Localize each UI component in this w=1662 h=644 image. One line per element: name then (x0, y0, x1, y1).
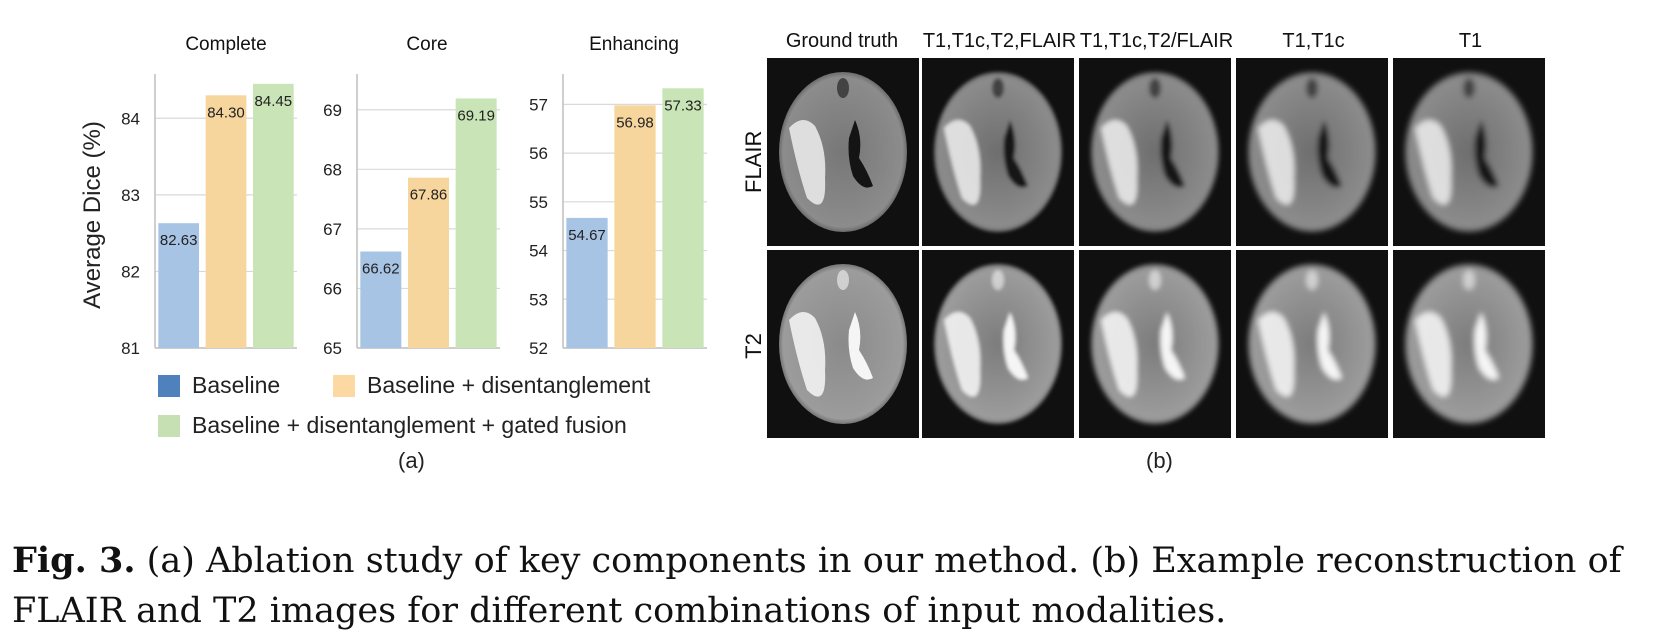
figure-caption: Fig. 3. (a) Ablation study of key compon… (12, 536, 1652, 636)
row-header-flair: FLAIR (741, 130, 766, 193)
enhancing-bar-value-label: 54.67 (568, 227, 606, 244)
enhancing-ytick-label: 57 (529, 95, 548, 114)
complete-bar-value-label: 82.63 (160, 232, 198, 249)
caption-text: (a) Ablation study of key components in … (12, 541, 1622, 631)
complete-bar-0 (158, 223, 200, 348)
legend-label-disentanglement: Baseline + disentanglement (367, 372, 651, 398)
legend-item-disentanglement: Baseline + disentanglement (333, 372, 650, 399)
complete-chart-title: Complete (185, 34, 266, 55)
core-bar-value-label: 66.62 (362, 261, 400, 278)
tile-t2-t1-t1c-t2-flair (922, 250, 1074, 438)
y-axis-label: Average Dice (%) (79, 121, 106, 309)
chart-legend: Baseline Baseline + disentanglement Base… (0, 0, 760, 480)
enhancing-bar-1 (614, 105, 656, 348)
legend-swatch-baseline (158, 374, 180, 397)
enhancing-ytick-label: 56 (529, 144, 548, 163)
panel-label-a: (a) (398, 448, 425, 473)
column-header-t1-t1c: T1,T1c (1282, 30, 1345, 52)
column-header-ground-truth: Ground truth (785, 30, 899, 52)
core-ytick-label: 67 (323, 220, 342, 239)
complete-bar-value-label: 84.45 (255, 93, 293, 110)
enhancing-bar-value-label: 56.98 (616, 114, 654, 131)
enhancing-ytick-label: 55 (529, 193, 548, 212)
tile-flair-t1 (1393, 58, 1545, 246)
tile-flair-ground-truth (767, 58, 919, 246)
ablation-bar-charts: 81 82 83 84 82.63 84.30 84.45 Complete Average D… (79, 34, 707, 358)
core-ytick-label: 68 (323, 160, 342, 179)
legend-swatch-disentanglement (333, 374, 355, 397)
core-chart-title: Core (406, 34, 447, 55)
core-bar-1 (408, 177, 449, 348)
enhancing-ytick-label: 54 (529, 242, 548, 261)
complete-bar-value-label: 84.30 (207, 104, 245, 121)
complete-ytick-label: 81 (121, 339, 140, 358)
core-bar-value-label: 69.19 (457, 107, 495, 124)
tile-t2-ground-truth (767, 250, 919, 438)
column-header-all-modalities: T1,T1c,T2,FLAIR (922, 30, 1077, 52)
enhancing-bar-2 (662, 88, 704, 349)
core-ytick-label: 69 (323, 101, 342, 120)
enhancing-ytick-label: 52 (529, 339, 548, 358)
legend-item-gated-fusion: Baseline + disentanglement + gated fusio… (158, 412, 627, 439)
core-bar-2 (455, 98, 497, 348)
core-ytick-label: 66 (323, 279, 342, 298)
enhancing-bar-0 (566, 217, 608, 348)
tile-t2-t1-t1c-t2-flair (1079, 250, 1231, 438)
legend-label-gated-fusion: Baseline + disentanglement + gated fusio… (192, 412, 627, 438)
tile-t2-t1-t1c (1236, 250, 1388, 438)
core-ytick-label: 65 (323, 339, 342, 358)
tile-flair-t1-t1c (1236, 58, 1388, 246)
core-bar-value-label: 67.86 (410, 187, 448, 204)
complete-ytick-label: 82 (121, 262, 140, 281)
complete-ytick-label: 83 (121, 186, 140, 205)
tile-t2-t1 (1393, 250, 1545, 438)
enhancing-bar-value-label: 57.33 (664, 97, 702, 114)
tile-flair-t1-t1c-t2-flair (1079, 58, 1231, 246)
column-header-t2-or-flair: T1,T1c,T2/FLAIR (1079, 30, 1234, 52)
complete-bar-2 (252, 83, 294, 348)
panel-label-b: (b) (1146, 448, 1173, 473)
column-header-t1: T1 (1458, 30, 1483, 52)
legend-swatch-gated-fusion (158, 414, 180, 437)
tile-flair-t1-t1c-t2-flair (922, 58, 1074, 246)
enhancing-chart-title: Enhancing (589, 34, 679, 55)
legend-item-baseline: Baseline (158, 372, 280, 399)
complete-ytick-label: 84 (121, 109, 140, 128)
caption-label: Fig. 3. (12, 540, 136, 581)
enhancing-ytick-label: 53 (529, 290, 548, 309)
legend-label-baseline: Baseline (192, 372, 281, 398)
row-header-t2: T2 (741, 333, 766, 359)
core-bar-0 (360, 251, 402, 348)
complete-bar-1 (205, 95, 247, 348)
